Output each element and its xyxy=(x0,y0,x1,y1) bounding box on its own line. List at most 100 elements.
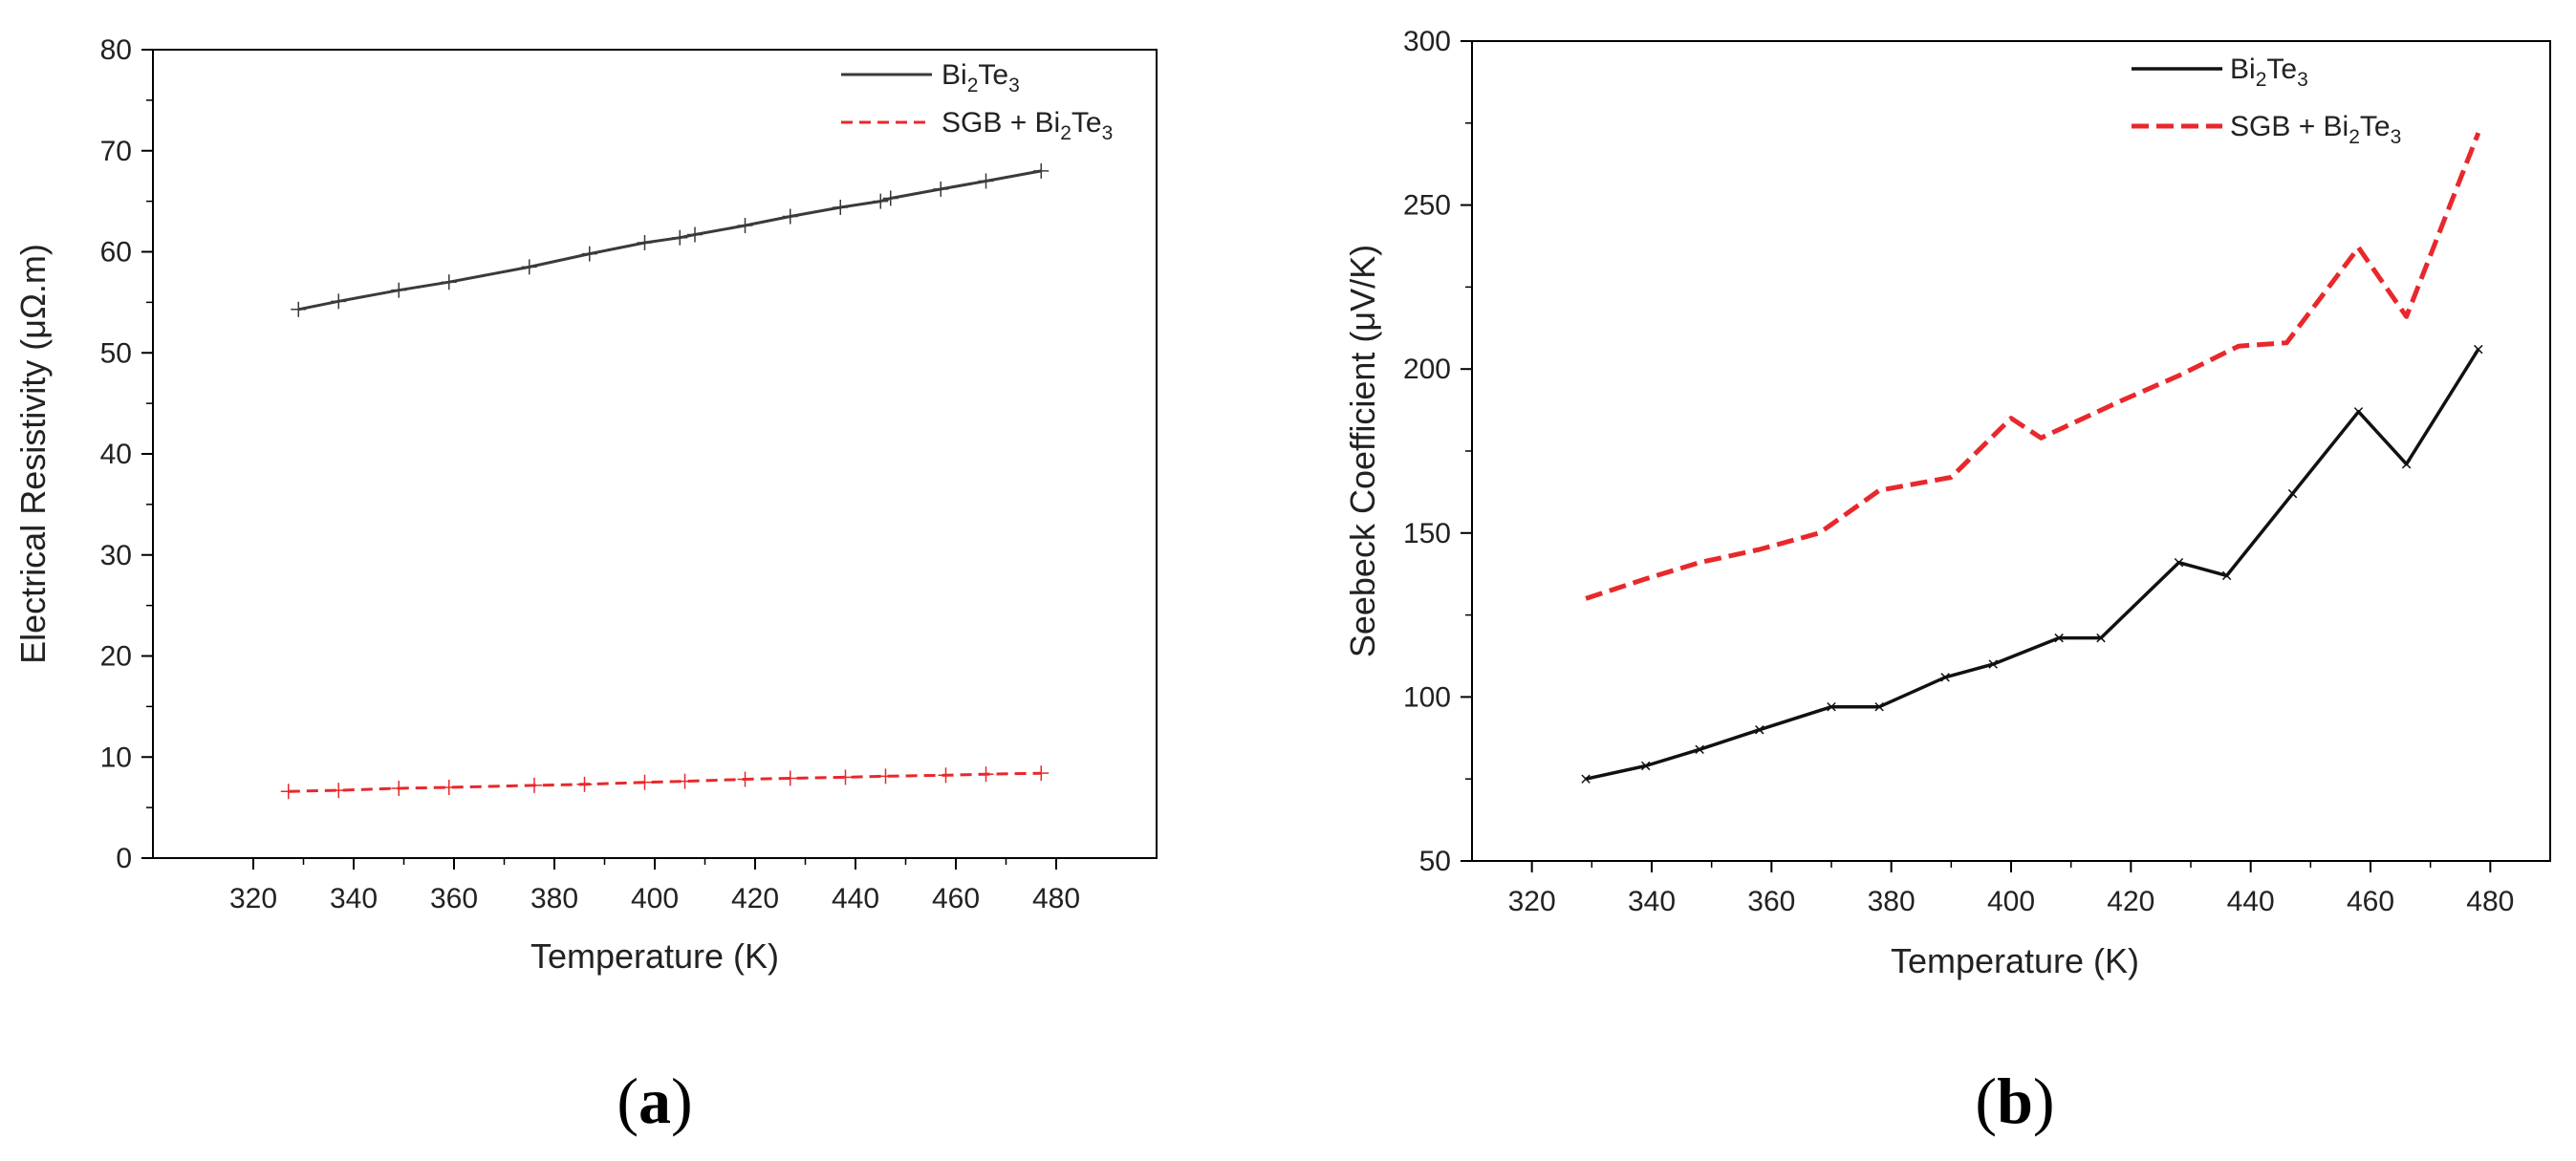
chart-a-data-point xyxy=(938,767,954,784)
chart-b-legend: Bi2Te3 SGB + Bi2Te3 xyxy=(2132,54,2401,148)
chart-a-data-point xyxy=(1033,765,1050,782)
chart-a-x-axis-label: Temperature (K) xyxy=(530,936,779,976)
chart-b-data-point xyxy=(1988,659,1998,669)
chart-a-data-point xyxy=(978,766,994,783)
chart-a-legend: Bi2Te3 SGB + Bi2Te3 xyxy=(841,59,1113,144)
chart-a-y-tick-label: 70 xyxy=(100,136,132,167)
chart-a-data-point xyxy=(391,282,407,298)
chart-b-series-line-bi2te3 xyxy=(1585,348,2480,781)
chart-b-x-tick-label: 400 xyxy=(1987,886,2035,917)
chart-a-x-tick-label: 340 xyxy=(330,883,378,914)
chart-a-x-tick-label: 440 xyxy=(832,883,879,914)
chart-a-data-point xyxy=(280,784,296,800)
chart-a-y-tick-label: 60 xyxy=(100,237,132,269)
chart-b-y-tick-label: 300 xyxy=(1403,26,1451,57)
chart-a-x-tick-label: 320 xyxy=(229,883,277,914)
chart-a-y-tick-label: 10 xyxy=(100,742,132,773)
chart-b-data-point xyxy=(1940,673,1950,682)
chart-a-data-point xyxy=(833,199,849,215)
chart-a-data-point xyxy=(882,190,898,206)
chart-a-series-group xyxy=(280,162,1050,800)
chart-a-x-tick-label: 380 xyxy=(530,883,578,914)
chart-a-y-tick-label: 50 xyxy=(100,337,132,369)
chart-b-series-line-sgb-bi2te3 xyxy=(1585,132,2481,601)
chart-b-x-tick-label: 340 xyxy=(1628,886,1676,917)
chart-a-data-point xyxy=(331,783,347,799)
chart-b-data-point xyxy=(2221,570,2232,581)
chart-a-data-point xyxy=(933,181,949,197)
chart-b-x-tick-label: 360 xyxy=(1747,886,1795,917)
chart-b-data-point xyxy=(2054,633,2064,643)
chart-b-x-tick-label: 440 xyxy=(2227,886,2275,917)
chart-b-data-point xyxy=(1695,744,1704,755)
chart-a-y-tick-label: 40 xyxy=(100,439,132,470)
chart-a-data-point xyxy=(581,246,597,262)
chart-a-data-point xyxy=(677,773,693,789)
chart-a-data-point xyxy=(782,770,798,786)
chart-b-data-point xyxy=(1874,701,1884,712)
chart-b-y-tick-label: 200 xyxy=(1403,354,1451,385)
chart-b-y-ticks: 50 100 150 200 250 300 xyxy=(1403,26,1472,877)
chart-a-x-tick-label: 460 xyxy=(932,883,980,914)
chart-a-data-point xyxy=(391,781,407,797)
chart-b-y-tick-label: 150 xyxy=(1403,518,1451,549)
chart-b-plot-frame xyxy=(1471,40,2551,862)
chart-a-y-tick-label: 20 xyxy=(100,641,132,673)
chart-b-x-ticks: 320 340 360 380 400 420 440 460 480 xyxy=(1508,861,2514,917)
chart-b-data-point xyxy=(2174,557,2184,568)
chart-b-data-point xyxy=(2287,488,2298,499)
chart-a-y-tick-label: 80 xyxy=(100,34,132,66)
chart-a-y-tick-label: 30 xyxy=(100,540,132,571)
chart-a-data-point xyxy=(331,293,347,310)
chart-b-x-tick-label: 320 xyxy=(1508,886,1556,917)
chart-a-data-point xyxy=(576,776,593,792)
chart-a-data-point xyxy=(1033,162,1050,179)
chart-a-y-ticks: 0 10 20 30 40 50 60 70 80 xyxy=(100,34,153,874)
chart-a-x-ticks: 320 340 360 380 400 420 440 460 480 xyxy=(229,858,1080,914)
chart-b-data-point xyxy=(1755,724,1764,735)
chart-a-data-point xyxy=(521,259,537,275)
chart-a-data-point xyxy=(441,274,457,290)
chart-b-data-point xyxy=(2474,344,2483,355)
chart-b-data-point xyxy=(2401,459,2412,469)
chart-a-data-point xyxy=(291,301,307,317)
chart-a-data-point xyxy=(441,779,457,795)
chart-b-data-point xyxy=(1827,701,1836,712)
chart-a-legend-label-bi2te3: Bi2Te3 xyxy=(942,59,1020,97)
chart-a-resistivity: 320 340 360 380 400 420 440 460 480 0 10 20 30 40 50 6… xyxy=(13,34,1158,1137)
chart-a-data-point xyxy=(672,229,688,246)
chart-a-data-point xyxy=(877,768,894,785)
chart-a-x-tick-label: 480 xyxy=(1032,883,1080,914)
chart-a-y-axis-label: Electrical Resistivity (μΩ.m) xyxy=(13,244,53,664)
chart-b-x-tick-label: 420 xyxy=(2107,886,2154,917)
chart-a-data-point xyxy=(737,218,753,234)
chart-a-data-point xyxy=(687,226,703,243)
chart-b-series-group xyxy=(1581,132,2483,784)
chart-a-data-point xyxy=(637,774,653,790)
chart-b-x-tick-label: 480 xyxy=(2466,886,2514,917)
chart-b-y-axis-label: Seebeck Coefficient (μV/K) xyxy=(1343,245,1382,657)
chart-b-y-tick-label: 100 xyxy=(1403,681,1451,713)
chart-a-data-point xyxy=(978,173,994,189)
chart-a-data-point xyxy=(527,777,542,793)
chart-b-data-point xyxy=(1641,761,1651,771)
chart-a-legend-label-sgb: SGB + Bi2Te3 xyxy=(942,107,1113,144)
chart-a-plot-frame xyxy=(152,49,1158,859)
chart-a-x-tick-label: 360 xyxy=(430,883,478,914)
chart-a-data-point xyxy=(837,769,854,785)
chart-b-legend-label-sgb: SGB + Bi2Te3 xyxy=(2230,111,2401,148)
chart-b-panel-label: (b) xyxy=(1975,1064,2054,1137)
chart-a-data-point xyxy=(782,208,798,225)
chart-b-x-tick-label: 460 xyxy=(2347,886,2394,917)
chart-a-x-tick-label: 400 xyxy=(631,883,679,914)
chart-b-y-tick-label: 250 xyxy=(1403,190,1451,222)
chart-a-series-line-sgb-bi2te3 xyxy=(288,771,1042,793)
chart-b-legend-label-bi2te3: Bi2Te3 xyxy=(2230,54,2308,91)
chart-a-series-line-bi2te3 xyxy=(298,169,1042,312)
chart-b-x-tick-label: 380 xyxy=(1868,886,1916,917)
chart-a-data-point xyxy=(737,771,753,787)
chart-b-x-axis-label: Temperature (K) xyxy=(1891,941,2139,980)
chart-b-seebeck: 320 340 360 380 400 420 440 460 480 50 100 150 200 2… xyxy=(1343,26,2551,1137)
chart-a-y-tick-label: 0 xyxy=(116,843,132,874)
